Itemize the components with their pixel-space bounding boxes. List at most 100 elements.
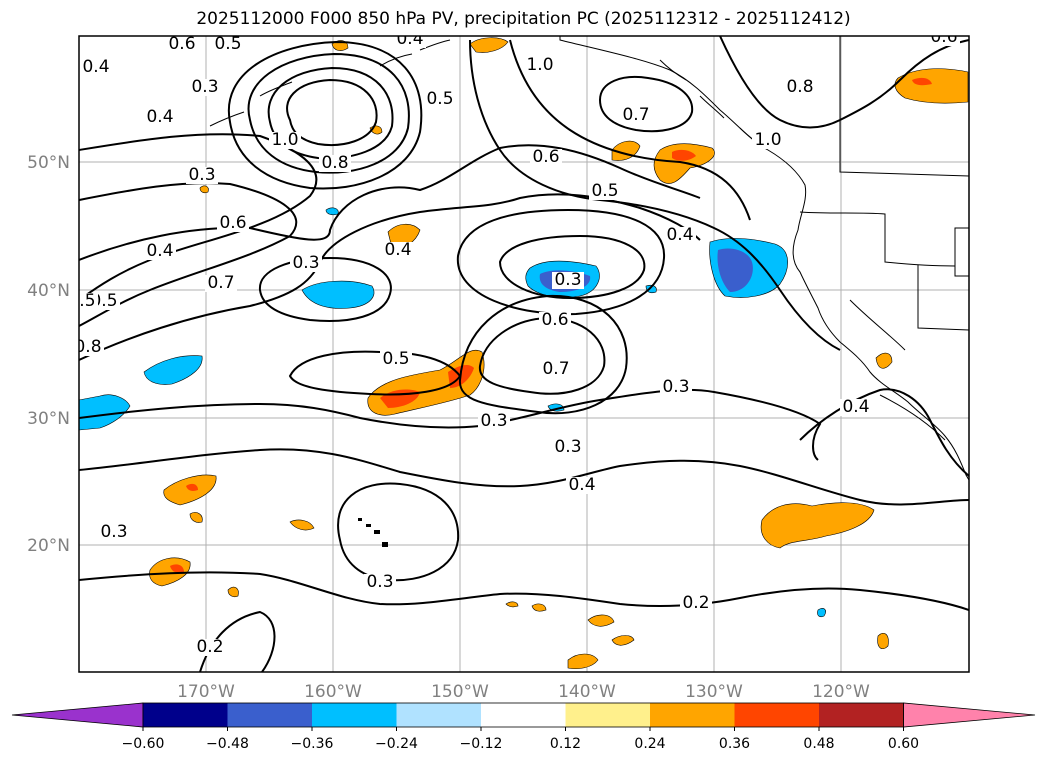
contour-label-bg — [524, 57, 556, 74]
contour-label-bg — [478, 413, 510, 430]
contour-label: 0.3 — [292, 253, 319, 273]
contour-label: 0.5 — [68, 291, 95, 311]
latitude-labels: 50°N 40°N 30°N 20°N — [27, 153, 70, 556]
contour-label: 0.4 — [146, 241, 173, 261]
contour-label-bg — [752, 132, 784, 149]
colorbar-outline — [142, 702, 904, 728]
contour-label-bg — [566, 477, 598, 494]
contour-label: 0.6 — [541, 310, 568, 330]
contour-label-bg — [552, 272, 584, 289]
contour-label-bg — [589, 183, 621, 200]
colorbar-extend-min — [11, 702, 144, 728]
colorbar-tick-label: 0.48 — [803, 736, 834, 752]
contour-label: 1.0 — [526, 55, 553, 75]
contour-label: 0.6 — [930, 27, 957, 47]
contour-label-bg — [194, 639, 226, 656]
contour-label: 0.3 — [554, 270, 581, 290]
contour-label: 0.6 — [532, 147, 559, 167]
contour-label-bg — [382, 242, 414, 259]
contour-label: 0.3 — [366, 572, 393, 592]
colorbar-tick-label: −0.24 — [375, 736, 418, 752]
contour-label-bg — [269, 132, 301, 149]
lon-label-150w: 150°W — [431, 682, 489, 702]
contour-label-bg — [680, 595, 712, 612]
colorbar-tick-label: −0.12 — [460, 736, 503, 752]
colorbar-tick-label: 0.60 — [888, 736, 919, 752]
contour-label-bg — [186, 167, 218, 184]
map-frame — [78, 35, 970, 673]
contour-label-bg — [539, 312, 571, 329]
map-panel — [79, 36, 969, 672]
lat-label-30n: 30°N — [27, 409, 70, 429]
contour-label-bg — [530, 149, 562, 166]
contour-label: 0.7 — [622, 105, 649, 125]
contour-label-bg — [660, 379, 692, 396]
lat-label-40n: 40°N — [27, 281, 70, 301]
colorbar-tick-label: −0.60 — [122, 736, 165, 752]
contour-label-bg — [80, 59, 112, 76]
lat-label-20n: 20°N — [27, 536, 70, 556]
colorbar-segment — [650, 703, 735, 727]
contour-label: 0.5 — [426, 89, 453, 109]
contour-label: 0.3 — [554, 437, 581, 457]
colorbar — [11, 702, 1036, 728]
chart-title: 2025112000 F000 850 hPa PV, precipitatio… — [196, 9, 851, 29]
coastline — [209, 36, 969, 481]
contour-label: 0.5 — [214, 34, 241, 54]
contour-label-bg — [784, 79, 816, 96]
contour-label-bg — [928, 36, 960, 46]
contour-labels: 0.6 0.5 0.4 0.4 0.3 1.0 0.8 0.4 0.5 1.0 0.7 0.6 1.0 0… — [68, 27, 960, 657]
contour-label: 0.3 — [100, 522, 127, 542]
hawaii-islands — [358, 518, 388, 547]
contour-label: 0.4 — [396, 29, 423, 49]
colorbar-tick-label: 0.36 — [719, 736, 750, 752]
lon-label-170w: 170°W — [177, 682, 235, 702]
contour-label-bg — [552, 439, 584, 456]
contour-label: 1.0 — [271, 130, 298, 150]
contour-label-bg — [290, 255, 322, 272]
colorbar-tick-label: −0.36 — [291, 736, 334, 752]
contour-label: 0.4 — [666, 225, 693, 245]
lon-label-120w: 120°W — [812, 682, 870, 702]
contour-label-bg — [166, 36, 198, 53]
lon-label-140w: 140°W — [558, 682, 616, 702]
contour-label: 0.7 — [207, 273, 234, 293]
contour-label-bg — [394, 36, 426, 48]
contour-label: 0.3 — [480, 411, 507, 431]
contour-label: 0.4 — [568, 475, 595, 495]
contour-label-bg — [217, 215, 249, 232]
contour-label: 1.0 — [754, 130, 781, 150]
longitude-labels: 170°W 160°W 150°W 140°W 130°W 120°W — [177, 682, 870, 702]
contour-label: 0.2 — [682, 593, 709, 613]
contour-label: 0.3 — [188, 165, 215, 185]
contour-label-bg — [205, 275, 237, 292]
colorbar-tick-label: 0.12 — [550, 736, 581, 752]
contour-label: 0.3 — [191, 77, 218, 97]
colorbar-segment — [143, 703, 228, 727]
contour-label-bg — [144, 109, 176, 126]
contour-label-bg — [424, 91, 456, 108]
colorbar-segment — [565, 703, 651, 727]
lon-label-130w: 130°W — [685, 682, 743, 702]
contour-label-bg — [79, 293, 98, 310]
contour-label-bg — [840, 399, 872, 416]
colorbar-tick-label: −0.48 — [206, 736, 249, 752]
contour-label-bg — [364, 574, 396, 591]
contour-label-bg — [144, 243, 176, 260]
pv-contours — [79, 36, 969, 672]
contour-label: 0.8 — [786, 77, 813, 97]
contour-label: 0.8 — [321, 153, 348, 173]
precip-positive — [149, 37, 969, 670]
colorbar-tick-labels: −0.60 −0.48 −0.36 −0.24 −0.12 0.12 0.24 0.36 0.4… — [122, 727, 919, 752]
colorbar-segment — [312, 703, 397, 727]
colorbar-segment — [481, 703, 566, 727]
contour-label: 0.4 — [384, 240, 411, 260]
contour-label-bg — [79, 339, 104, 356]
contour-label: 0.5 — [382, 349, 409, 369]
colorbar-segment — [819, 703, 904, 727]
contour-label: 0.3 — [662, 377, 689, 397]
colorbar-extend-max — [903, 702, 1036, 728]
contour-label-bg — [540, 361, 572, 378]
contour-label-bg — [189, 79, 221, 96]
